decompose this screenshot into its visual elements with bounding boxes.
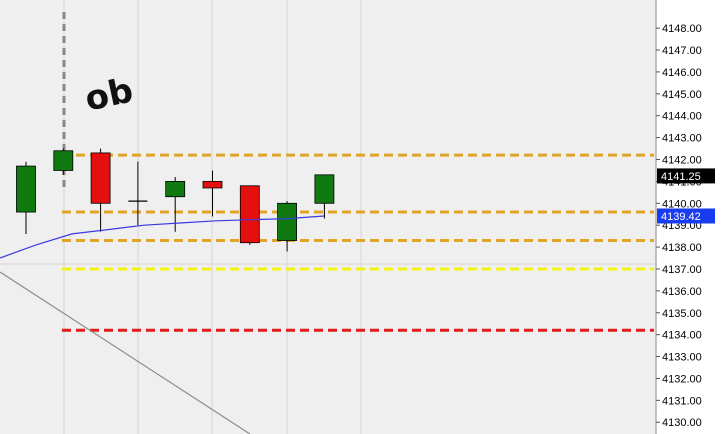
moving-average-tag-label: 4139.42 [661, 211, 701, 223]
last-price-tag-label: 4141.25 [661, 171, 701, 183]
candle-body-up [277, 202, 298, 241]
last-price-tag: 4141.25 [657, 168, 715, 184]
candle-body-down [202, 180, 223, 189]
plot-area[interactable] [0, 0, 656, 434]
price-tick-label: 4130.00 [662, 417, 702, 429]
price-tick-label: 4135.00 [662, 308, 702, 320]
price-tick-label: 4136.00 [662, 286, 702, 298]
price-tick-label: 4146.00 [662, 67, 702, 79]
candle-body-up [314, 174, 335, 204]
horizontal-levels [62, 153, 654, 332]
last-price-tag-background [657, 168, 715, 184]
candle-body-down [239, 185, 260, 244]
price-tick-label: 4145.00 [662, 89, 702, 101]
moving-average-tag-background [657, 208, 715, 224]
handwritten-ob-annotation: ob [82, 70, 137, 119]
price-tick-label: 4140.00 [662, 198, 702, 210]
candle-body-up [53, 150, 74, 171]
price-tick-label: 4133.00 [662, 352, 702, 364]
candles [16, 148, 335, 252]
price-tick-label: 4134.00 [662, 330, 702, 342]
price-tick-label: 4131.00 [662, 395, 702, 407]
price-tick-label: 4137.00 [662, 264, 702, 276]
price-tick-label: 4147.00 [662, 45, 702, 57]
price-tick-label: 4142.00 [662, 155, 702, 167]
price-tick-label: 4143.00 [662, 133, 702, 145]
moving-average-tag: 4139.42 [657, 208, 715, 224]
candle-body-up [165, 180, 186, 198]
price-tick-labels: 4148.00 4147.00 4146.00 4145.00 4144.00 4143.… [656, 23, 702, 429]
moving-average-line [0, 215, 325, 259]
candle-body-down [90, 152, 111, 204]
price-tick-label: 4138.00 [662, 242, 702, 254]
candle-body-up [16, 165, 36, 213]
price-tick-label: 4148.00 [662, 23, 702, 35]
price-tick-label: 4132.00 [662, 373, 702, 385]
trendline[interactable] [0, 271, 251, 434]
price-tick-label: 4144.00 [662, 111, 702, 123]
